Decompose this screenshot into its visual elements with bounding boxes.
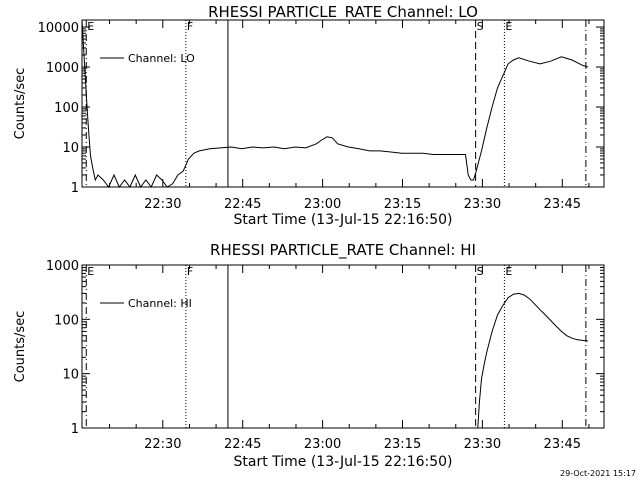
x-tick-label: 22:30: [144, 437, 181, 452]
y-axis-label: Counts/sec: [13, 311, 28, 383]
event-marker-label: E: [505, 265, 512, 278]
y-axis-label: Counts/sec: [13, 68, 28, 140]
x-tick-label: 22:45: [224, 197, 261, 212]
event-marker-label: F: [187, 20, 193, 33]
series-line-hi: [477, 292, 589, 429]
chart-panel-lo: RHESSI PARTICLE_RATE Channel: LO Start Ti…: [13, 3, 605, 228]
x-tick-label: 23:45: [544, 437, 581, 452]
event-marker-label: S: [477, 265, 484, 278]
chart-title: RHESSI PARTICLE_RATE Channel: LO: [208, 3, 478, 22]
y-tick-label: 10000: [38, 21, 79, 36]
x-axis-label: Start Time (13-Jul-15 22:16:50): [233, 212, 452, 228]
y-tick-label: 1000: [46, 259, 79, 274]
chart-title: RHESSI PARTICLE_RATE Channel: HI: [210, 241, 476, 260]
event-marker-label: E: [87, 20, 94, 33]
x-tick-label: 23:30: [464, 197, 501, 212]
x-tick-label: 23:15: [384, 437, 421, 452]
y-tick-label: 10: [62, 141, 79, 156]
x-tick-label: 23:45: [544, 197, 581, 212]
y-tick-label: 100: [54, 101, 79, 116]
y-tick-label: 1: [71, 181, 79, 196]
plot-frame: [81, 19, 605, 188]
x-tick-label: 23:00: [304, 437, 341, 452]
footer-timestamp: 29-Oct-2021 15:17: [560, 469, 636, 478]
x-tick-label: 22:45: [224, 437, 261, 452]
event-marker-label: E: [505, 20, 512, 33]
plot-frame: [81, 264, 605, 429]
legend-label: Channel: HI: [128, 297, 192, 310]
y-tick-label: 100: [54, 313, 79, 328]
event-marker-label: S: [477, 20, 484, 33]
legend-label: Channel: LO: [128, 52, 195, 65]
series-line-lo: [81, 19, 589, 188]
x-tick-label: 23:15: [384, 197, 421, 212]
event-marker-label: E: [87, 265, 94, 278]
event-marker-label: F: [187, 265, 193, 278]
chart-panel-hi: RHESSI PARTICLE_RATE Channel: HI Start Ti…: [13, 241, 605, 470]
y-tick-label: 1000: [46, 61, 79, 76]
x-axis-label: Start Time (13-Jul-15 22:16:50): [233, 454, 452, 470]
x-tick-label: 22:30: [144, 197, 181, 212]
y-tick-label: 10: [62, 368, 79, 383]
x-tick-label: 23:30: [464, 437, 501, 452]
y-tick-label: 1: [71, 422, 79, 437]
x-tick-label: 23:00: [304, 197, 341, 212]
